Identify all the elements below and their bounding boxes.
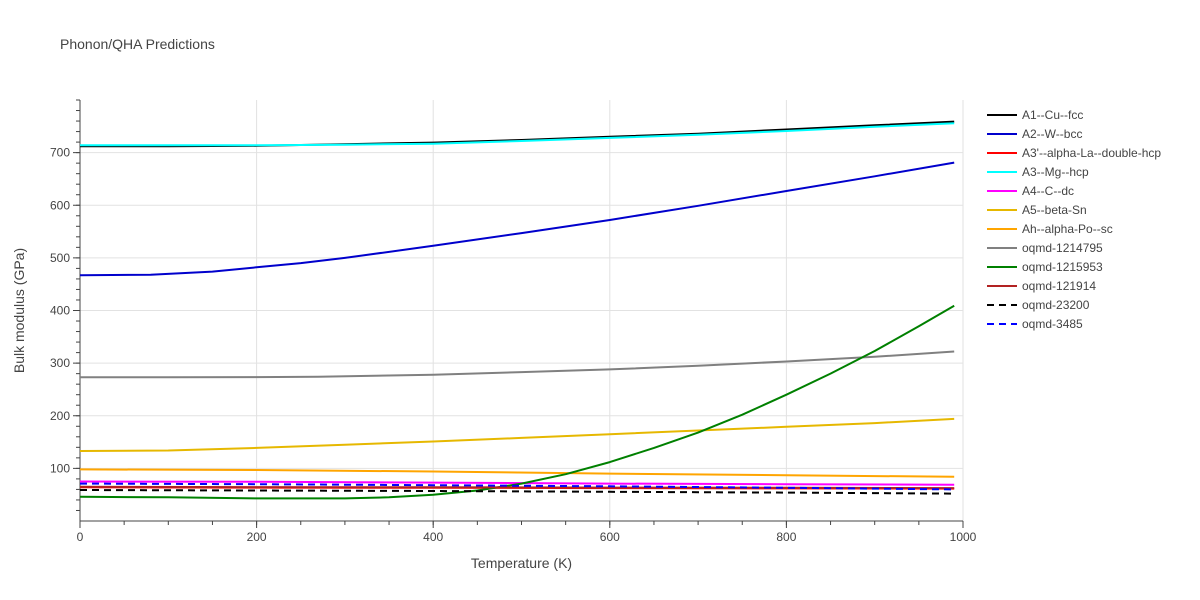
y-tick-label: 700 (50, 146, 70, 160)
series-line-10[interactable] (79, 489, 955, 495)
legend-label: oqmd-121914 (1022, 279, 1096, 293)
legend-item[interactable]: oqmd-121914 (987, 279, 1096, 293)
x-tick-label: 800 (776, 530, 796, 544)
legend-label: oqmd-3485 (1022, 317, 1083, 331)
legend-item[interactable]: A4--C--dc (987, 184, 1074, 198)
legend-label: oqmd-1215953 (1022, 260, 1103, 274)
legend-item[interactable]: oqmd-1215953 (987, 260, 1103, 274)
legend-item[interactable]: oqmd-23200 (987, 298, 1090, 312)
series-lines[interactable] (79, 120, 955, 500)
x-tick-label: 600 (600, 530, 620, 544)
legend-item[interactable]: A2--W--bcc (987, 127, 1082, 141)
legend-label: oqmd-23200 (1022, 298, 1090, 312)
y-tick-label: 600 (50, 198, 70, 212)
y-tick-label: 300 (50, 356, 70, 370)
series-line-7[interactable] (80, 350, 955, 379)
legend-item[interactable]: oqmd-1214795 (987, 241, 1103, 255)
legend-item[interactable]: Ah--alpha-Po--sc (987, 222, 1113, 236)
legend-item[interactable]: A5--beta-Sn (987, 203, 1087, 217)
y-tick-label: 500 (50, 251, 70, 265)
legend-label: Ah--alpha-Po--sc (1022, 222, 1113, 236)
chart-title: Phonon/QHA Predictions (60, 36, 215, 52)
legend-label: A3--Mg--hcp (1022, 165, 1089, 179)
x-tick-label: 400 (423, 530, 443, 544)
legend[interactable]: A1--Cu--fcc A2--W--bcc A3'--alpha-La--doub… (987, 108, 1161, 331)
legend-label: A4--C--dc (1022, 184, 1074, 198)
series-line-6[interactable] (79, 468, 955, 478)
y-tick-label: 200 (50, 409, 70, 423)
legend-item[interactable]: A1--Cu--fcc (987, 108, 1083, 122)
series-line-11[interactable] (79, 482, 955, 491)
axes: 0 200 400 600 800 1000 100 200 300 400 500 600 700 (50, 99, 977, 544)
y-tick-label: 100 (50, 461, 70, 475)
legend-label: A2--W--bcc (1022, 127, 1082, 141)
grid (80, 100, 964, 521)
series-line-0[interactable] (80, 120, 955, 148)
y-axis-title: Bulk modulus (GPa) (11, 248, 27, 373)
y-tick-label: 400 (50, 304, 70, 318)
legend-item[interactable]: A3--Mg--hcp (987, 165, 1089, 179)
x-axis-title: Temperature (K) (471, 555, 572, 571)
legend-item[interactable]: A3'--alpha-La--double-hcp (987, 146, 1161, 160)
legend-label: A1--Cu--fcc (1022, 108, 1083, 122)
series-line-9[interactable] (79, 485, 955, 490)
legend-label: oqmd-1214795 (1022, 241, 1103, 255)
legend-item[interactable]: oqmd-3485 (987, 317, 1083, 331)
series-line-1[interactable] (79, 161, 955, 277)
series-line-5[interactable] (79, 417, 955, 452)
legend-label: A5--beta-Sn (1022, 203, 1087, 217)
x-tick-label: 0 (77, 530, 84, 544)
legend-label: A3'--alpha-La--double-hcp (1022, 146, 1161, 160)
x-tick-label: 200 (247, 530, 267, 544)
series-line-8[interactable] (79, 304, 955, 500)
series-line-3[interactable] (80, 122, 955, 147)
x-tick-label: 1000 (950, 530, 977, 544)
